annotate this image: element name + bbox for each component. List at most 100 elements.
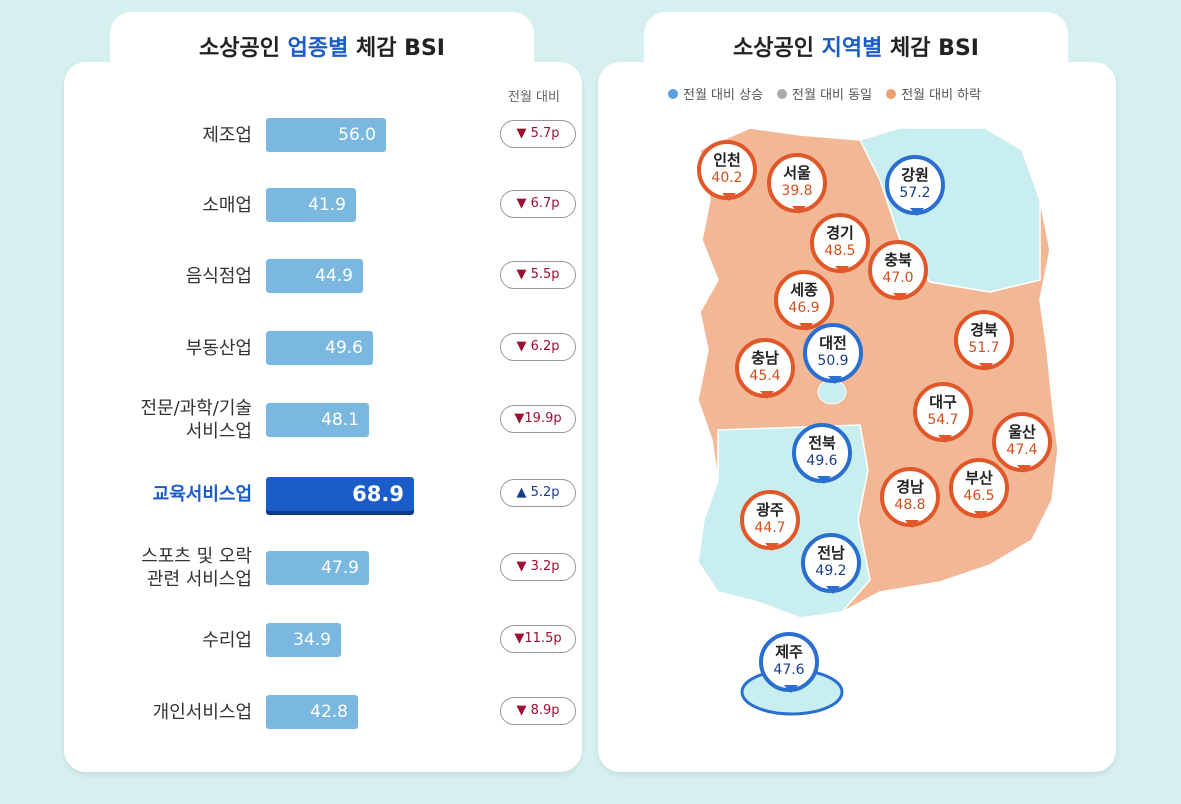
title-highlight: 지역별 xyxy=(821,36,883,61)
region-name: 제주 xyxy=(775,643,803,661)
bar-category-label: 교육서비스업 xyxy=(152,483,252,505)
change-badge: ▼ 3.2p xyxy=(500,553,576,581)
region-name: 서울 xyxy=(783,164,811,182)
region-name: 강원 xyxy=(901,166,929,184)
region-name: 부산 xyxy=(965,469,993,487)
legend-dot xyxy=(886,89,897,99)
region-value: 39.8 xyxy=(781,183,813,199)
change-badge: ▼19.9p xyxy=(500,405,576,433)
bar-row: 소매업 41.9 ▼ 6.7p xyxy=(64,175,582,235)
region-value: 46.5 xyxy=(963,488,995,504)
region-marker: 경북 51.7 xyxy=(954,310,1014,371)
change-badge: ▼ 8.9p xyxy=(500,697,576,725)
region-marker: 제주 47.6 xyxy=(759,632,819,693)
region-value: 45.4 xyxy=(749,368,781,384)
legend-item-up: 전월 대비 상승 xyxy=(668,84,763,103)
region-marker: 대전 50.9 xyxy=(803,323,863,384)
region-value: 46.9 xyxy=(788,300,820,316)
region-name: 세종 xyxy=(790,281,818,299)
bar-category-label: 개인서비스업 xyxy=(152,701,252,723)
region-value: 57.2 xyxy=(899,185,931,201)
title-text: 체감 BSI xyxy=(348,36,445,61)
legend-item-down: 전월 대비 하락 xyxy=(886,84,981,103)
region-value: 47.4 xyxy=(1006,442,1038,458)
legend-dot xyxy=(777,89,788,99)
title-text: 체감 BSI xyxy=(882,36,979,61)
column-header: 전월 대비 xyxy=(508,90,560,105)
bar-category-label: 제조업 xyxy=(202,124,252,146)
region-value: 49.6 xyxy=(806,453,838,469)
region-value: 47.0 xyxy=(882,270,914,286)
region-value: 44.7 xyxy=(754,520,786,536)
change-badge: ▼ 5.5p xyxy=(500,261,576,289)
bar: 48.1 xyxy=(266,403,369,437)
region-name: 전북 xyxy=(808,434,836,452)
bar-row: 개인서비스업 42.8 ▼ 8.9p xyxy=(64,682,582,742)
change-badge: ▼ 6.2p xyxy=(500,333,576,361)
region-value: 51.7 xyxy=(968,340,1000,356)
bar: 44.9 xyxy=(266,259,363,293)
bar-row: 제조업 56.0 ▼ 5.7p xyxy=(64,105,582,165)
region-marker: 인천 40.2 xyxy=(697,140,757,201)
bar: 49.6 xyxy=(266,331,373,365)
region-value: 54.7 xyxy=(927,412,959,428)
region-value: 47.6 xyxy=(773,662,805,678)
region-marker: 울산 47.4 xyxy=(992,412,1052,473)
industry-panel-title: 소상공인 업종별 체감 BSI xyxy=(110,12,534,82)
change-badge: ▼11.5p xyxy=(500,625,576,653)
title-highlight: 업종별 xyxy=(287,36,349,61)
bar-category-label: 수리업 xyxy=(202,629,252,651)
region-marker: 전남 49.2 xyxy=(801,533,861,594)
region-marker: 대구 54.7 xyxy=(913,382,973,443)
region-panel-title: 소상공인 지역별 체감 BSI xyxy=(644,12,1068,82)
bar: 42.8 xyxy=(266,695,358,729)
bar: 34.9 xyxy=(266,623,341,657)
region-name: 대전 xyxy=(819,334,847,352)
title-text: 소상공인 xyxy=(199,36,288,61)
region-value: 50.9 xyxy=(817,353,849,369)
bar-row: 교육서비스업 68.9 ▲ 5.2p xyxy=(64,464,582,524)
region-name: 충북 xyxy=(884,251,912,269)
region-name: 광주 xyxy=(756,501,784,519)
region-marker: 경기 48.5 xyxy=(810,213,870,274)
region-marker: 세종 46.9 xyxy=(774,270,834,331)
title-text: 소상공인 xyxy=(733,36,822,61)
legend-dot xyxy=(668,89,678,99)
region-name: 대구 xyxy=(929,393,957,411)
region-marker: 광주 44.7 xyxy=(740,490,800,551)
region-name: 인천 xyxy=(713,151,741,169)
region-value: 48.5 xyxy=(824,243,856,259)
bar-row: 전문/과학/기술 서비스업 48.1 ▼19.9p xyxy=(64,390,582,450)
region-marker: 충남 45.4 xyxy=(735,338,795,399)
region-name: 경기 xyxy=(826,224,854,242)
bar: 56.0 xyxy=(266,118,386,152)
region-value: 48.8 xyxy=(894,497,926,513)
legend-label: 전월 대비 하락 xyxy=(901,88,982,103)
region-name: 전남 xyxy=(817,544,845,562)
legend-label: 전월 대비 상승 xyxy=(683,88,764,103)
legend: 전월 대비 상승 전월 대비 동일 전월 대비 하락 xyxy=(668,84,981,103)
legend-label: 전월 대비 동일 xyxy=(792,88,873,103)
bar-category-label: 전문/과학/기술 서비스업 xyxy=(140,398,253,442)
region-marker: 충북 47.0 xyxy=(868,240,928,301)
region-value: 49.2 xyxy=(815,563,847,579)
region-value: 40.2 xyxy=(711,170,743,186)
region-marker: 전북 49.6 xyxy=(792,423,852,484)
region-name: 충남 xyxy=(751,349,779,367)
legend-item-same: 전월 대비 동일 xyxy=(777,84,872,103)
region-name: 경남 xyxy=(896,478,924,496)
bar: 47.9 xyxy=(266,551,369,585)
bar-row: 수리업 34.9 ▼11.5p xyxy=(64,610,582,670)
region-name: 경북 xyxy=(970,321,998,339)
bar-row: 스포츠 및 오락 관련 서비스업 47.9 ▼ 3.2p xyxy=(64,538,582,598)
region-marker: 경남 48.8 xyxy=(880,467,940,528)
bar-row: 음식점업 44.9 ▼ 5.5p xyxy=(64,246,582,306)
change-badge: ▼ 6.7p xyxy=(500,190,576,218)
bar-category-label: 소매업 xyxy=(202,194,252,216)
bar-category-label: 스포츠 및 오락 관련 서비스업 xyxy=(141,546,252,590)
bar-row: 부동산업 49.6 ▼ 6.2p xyxy=(64,318,582,378)
bar: 68.9 xyxy=(266,477,414,511)
region-marker: 부산 46.5 xyxy=(949,458,1009,519)
region-marker: 서울 39.8 xyxy=(767,153,827,214)
bar-category-label: 음식점업 xyxy=(185,265,252,287)
